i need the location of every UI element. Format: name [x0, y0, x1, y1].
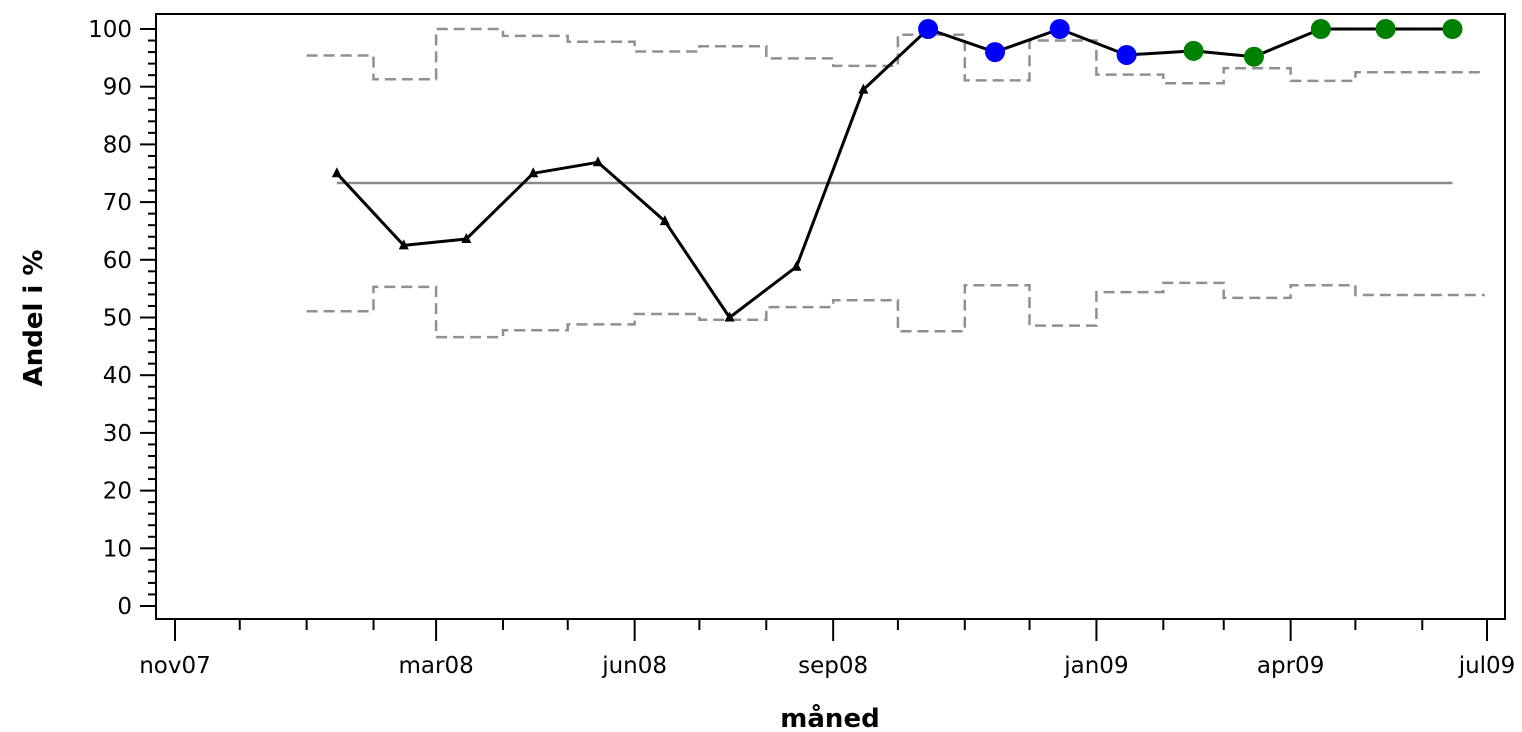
data-point — [1243, 46, 1264, 67]
control-limits — [306, 27, 1485, 339]
data-point — [528, 167, 539, 178]
y-tick-label: 0 — [117, 594, 132, 620]
data-point — [791, 260, 802, 271]
y-tick-label: 40 — [103, 363, 132, 389]
data-point — [461, 233, 472, 244]
x-tick-label: mar08 — [398, 653, 473, 679]
data-point — [724, 311, 735, 322]
y-tick-label: 20 — [103, 479, 132, 505]
x-tick-label: jul09 — [1458, 653, 1516, 679]
data-point — [659, 215, 670, 226]
series-line — [335, 27, 1453, 319]
data-point — [331, 167, 342, 178]
data-point — [1116, 44, 1137, 65]
y-tick-label: 30 — [103, 421, 132, 447]
data-series — [331, 19, 1463, 322]
data-point — [1375, 19, 1396, 39]
y-tick-label: 50 — [103, 306, 132, 332]
data-point — [1183, 40, 1204, 61]
data-point — [1310, 19, 1331, 39]
y-tick-label: 60 — [103, 248, 132, 274]
plot-area — [155, 13, 1506, 620]
data-point — [398, 239, 409, 250]
x-tick-label: jun08 — [601, 653, 667, 679]
data-point — [985, 42, 1005, 63]
x-tick-label: jan09 — [1063, 653, 1128, 679]
x-tick-label: nov07 — [139, 653, 211, 679]
upper-control-limit — [306, 27, 1485, 85]
y-tick-label: 80 — [103, 132, 132, 158]
y-tick-label: 90 — [103, 75, 132, 101]
lower-control-limit — [306, 281, 1485, 339]
y-axis-title: Andel i % — [19, 250, 49, 387]
y-tick-label: 70 — [103, 190, 132, 216]
data-point — [918, 19, 939, 39]
y-tick-label: 100 — [88, 17, 132, 43]
x-axis: nov07 mar08 jun08 sep08 jan09 apr09 jul09 — [139, 619, 1515, 679]
x-tick-label: sep08 — [798, 653, 868, 679]
x-tick-label: apr09 — [1257, 653, 1324, 679]
data-point — [592, 156, 603, 167]
data-point — [858, 83, 869, 94]
y-tick-label: 10 — [103, 536, 132, 562]
data-point — [1442, 19, 1463, 39]
y-axis: 0 10 20 30 40 50 60 70 80 90 100 — [88, 17, 156, 620]
data-point — [1049, 19, 1070, 39]
x-axis-title: måned — [780, 702, 879, 732]
